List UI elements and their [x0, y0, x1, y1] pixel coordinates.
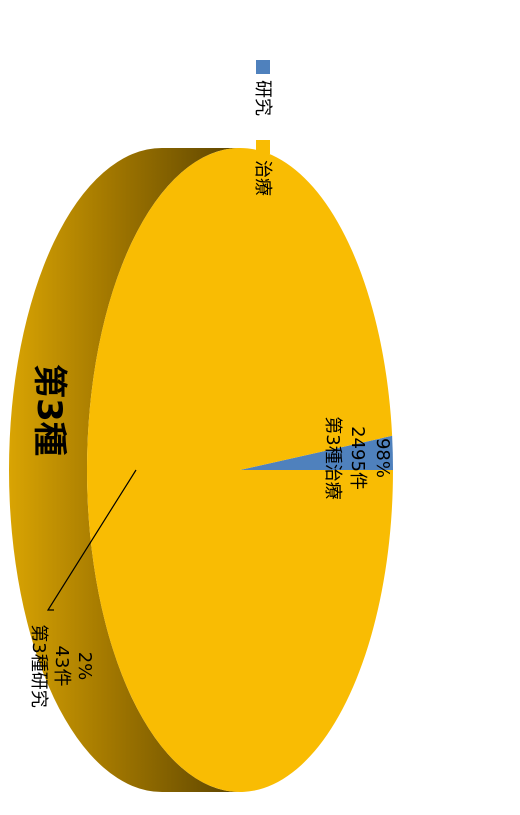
legend-swatch-research: [256, 60, 270, 74]
chart-title: 第3種: [29, 364, 69, 456]
legend: 研究 治療: [252, 60, 273, 196]
legend-label-treatment: 治療: [252, 160, 273, 196]
data-label-research-name: 第3種研究: [28, 624, 49, 707]
pie-slice-treatment: [87, 148, 393, 792]
pie-depth-side: [9, 148, 240, 792]
data-label-treatment-name: 第3種治療: [322, 416, 343, 499]
legend-label-research: 研究: [252, 80, 273, 116]
pie-slice-research: [240, 435, 393, 470]
data-label-treatment-percent: 98%: [372, 438, 393, 478]
leader-line-research: [46, 469, 137, 611]
data-label-treatment-count: 2495件: [347, 426, 368, 490]
legend-swatch-treatment: [256, 140, 270, 154]
data-label-research: 第3種研究 43件 2%: [28, 624, 95, 707]
data-label-research-percent: 2%: [74, 652, 95, 681]
data-label-research-count: 43件: [51, 646, 72, 687]
data-label-treatment: 第3種治療 2495件 98%: [322, 416, 393, 499]
